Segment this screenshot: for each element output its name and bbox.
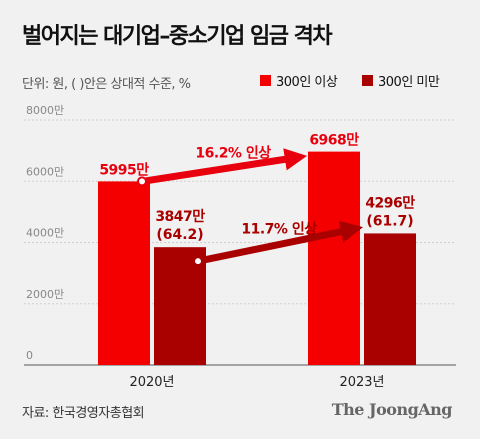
- arrow-start-dot-1: [193, 256, 203, 267]
- relative-label-1-0: (64.2): [156, 227, 203, 243]
- unit-note: 단위: 원, ( )안은 상대적 수준, %: [22, 77, 191, 92]
- x-tick-label-1: 2023년: [339, 375, 384, 390]
- growth-arrow-1: [197, 220, 363, 265]
- chart-title: 벌어지는 대기업–중소기업 임금 격차: [22, 24, 333, 49]
- value-label-1-0: 3847만: [155, 209, 205, 225]
- bar-large-1: [308, 151, 360, 365]
- bar-small-1: [364, 233, 416, 365]
- growth-arrow-0: [141, 148, 308, 185]
- arrow-start-dot-0: [137, 176, 147, 187]
- legend-item-small: 300인 미만: [362, 71, 440, 90]
- bar-small-0: [154, 247, 206, 365]
- brand-logo: The JoongAng: [331, 400, 453, 419]
- y-tick-label-6000: 6000만: [26, 165, 64, 178]
- growth-label-1: 11.7% 인상: [241, 220, 317, 237]
- legend-swatch-small: [362, 75, 373, 86]
- y-tick-label-8000: 8000만: [26, 104, 64, 117]
- bar-large-0: [98, 181, 150, 365]
- x-tick-label-0: 2020년: [129, 375, 174, 390]
- value-label-1-1: 4296만: [365, 195, 415, 211]
- legend-swatch-large: [260, 75, 271, 86]
- value-label-0-0: 5995만: [99, 162, 149, 178]
- y-tick-label-0: 0: [26, 349, 33, 362]
- legend-item-large: 300인 이상: [260, 71, 338, 90]
- y-tick-label-2000: 2000만: [26, 288, 64, 301]
- y-tick-label-4000: 4000만: [26, 227, 64, 240]
- legend-label-small: 300인 미만: [378, 75, 440, 90]
- legend-label-large: 300인 이상: [276, 75, 338, 90]
- growth-label-0: 16.2% 인상: [195, 145, 271, 162]
- source-note: 자료: 한국경영자총협회: [22, 406, 145, 421]
- relative-label-1-1: (61.7): [366, 213, 413, 229]
- value-label-0-1: 6968만: [309, 133, 359, 149]
